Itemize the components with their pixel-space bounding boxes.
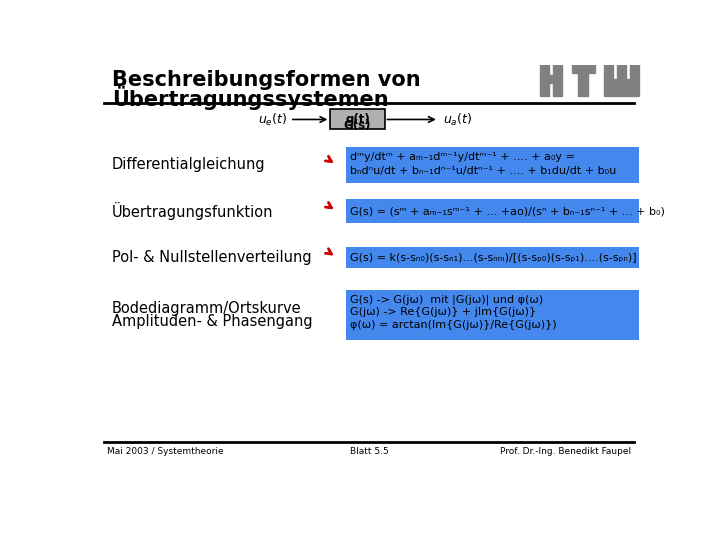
Bar [346, 147, 639, 183]
Bar [330, 110, 384, 130]
Text: Beschreibungsformen von: Beschreibungsformen von [112, 70, 420, 90]
Text: φ(ω) = arctan(Im{G(jω)}/Re{G(jω)}): φ(ω) = arctan(Im{G(jω)}/Re{G(jω)}) [351, 320, 557, 330]
Bar [346, 291, 639, 340]
Text: Pol- & Nullstellenverteilung: Pol- & Nullstellenverteilung [112, 250, 311, 265]
Text: bₙdⁿu/dt + bₙ₋₁dⁿ⁻¹u/dtⁿ⁻¹ + .... + b₁du/dt + b₀u: bₙdⁿu/dt + bₙ₋₁dⁿ⁻¹u/dtⁿ⁻¹ + .... + b₁du… [351, 166, 616, 176]
Bar [613, 79, 617, 96]
Text: Mai 2003 / Systemtheorie: Mai 2003 / Systemtheorie [107, 447, 224, 456]
Text: Übertragungsfunktion: Übertragungsfunktion [112, 202, 273, 220]
Text: dᵐy/dtᵐ + aₘ₋₁dᵐ⁻¹y/dtᵐ⁻¹ + .... + a₀y =: dᵐy/dtᵐ + aₘ₋₁dᵐ⁻¹y/dtᵐ⁻¹ + .... + a₀y = [351, 152, 575, 162]
Bar [549, 75, 553, 83]
Text: Blatt 5.5: Blatt 5.5 [350, 447, 388, 456]
Bar [578, 72, 588, 96]
Text: Übertragungssystemen: Übertragungssystemen [112, 85, 388, 110]
Bar [572, 63, 595, 72]
Text: Differentialgleichung: Differentialgleichung [112, 157, 266, 172]
Bar [553, 63, 562, 96]
Text: G(s) -> G(jω)  mit |G(jω)| und φ(ω): G(s) -> G(jω) mit |G(jω)| und φ(ω) [351, 294, 544, 305]
Text: $u_e(t)$: $u_e(t)$ [258, 111, 287, 127]
Text: Prof. Dr.-Ing. Benedikt Faupel: Prof. Dr.-Ing. Benedikt Faupel [500, 447, 631, 456]
Text: g(t): g(t) [345, 113, 370, 126]
Bar [630, 63, 639, 96]
Text: G(s): G(s) [343, 119, 371, 132]
Text: Amplituden- & Phasengang: Amplituden- & Phasengang [112, 314, 312, 329]
Bar [539, 63, 549, 96]
Text: G(jω) -> Re{G(jω)} + jIm{G(jω)}: G(jω) -> Re{G(jω)} + jIm{G(jω)} [351, 307, 536, 317]
Bar [604, 63, 613, 96]
Bar [346, 199, 639, 224]
Text: G(s) = (sᵐ + aₘ₋₁sᵐ⁻¹ + ... +ao)/(sⁿ + bₙ₋₁sⁿ⁻¹ + ... + b₀): G(s) = (sᵐ + aₘ₋₁sᵐ⁻¹ + ... +ao)/(sⁿ + b… [351, 206, 665, 216]
Text: $u_a(t)$: $u_a(t)$ [443, 111, 472, 127]
Text: G(s) = k(s-sₙ₀)(s-sₙ₁)...(s-sₙₘ)/[(s-sₚ₀)(s-sₚ₁)....(s-sₚₙ)]: G(s) = k(s-sₙ₀)(s-sₙ₁)...(s-sₙₘ)/[(s-sₚ₀… [351, 252, 637, 262]
Bar [626, 79, 630, 96]
Bar [346, 247, 639, 268]
Text: Bodediagramm/Ortskurve: Bodediagramm/Ortskurve [112, 301, 302, 316]
Bar [617, 63, 626, 96]
